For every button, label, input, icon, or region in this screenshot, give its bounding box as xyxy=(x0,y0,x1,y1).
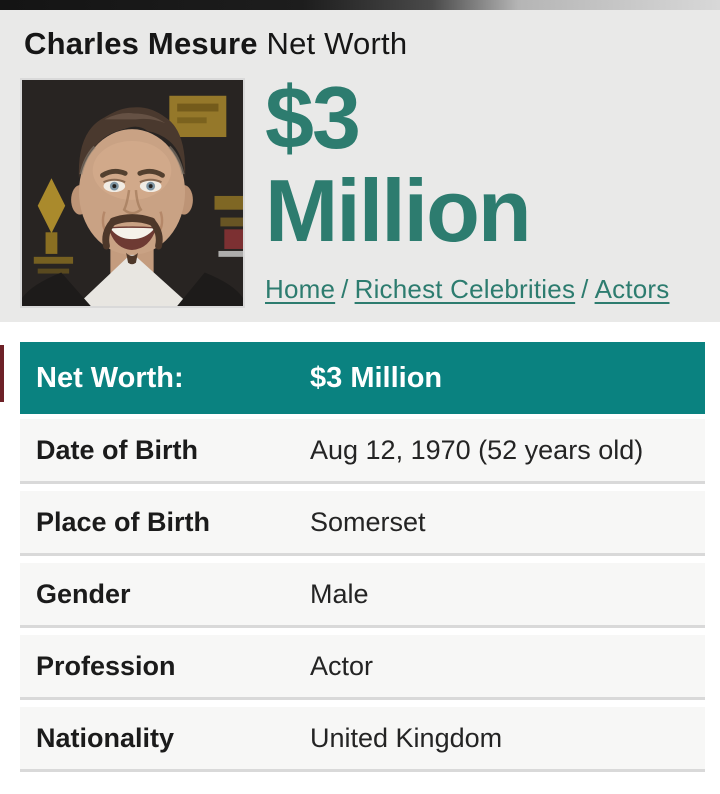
row-label: Date of Birth xyxy=(36,434,198,465)
row-value: Actor xyxy=(310,650,374,681)
table-row-gender: Gender Male xyxy=(20,563,705,628)
screen-edge-artifact xyxy=(0,345,4,402)
row-value: United Kingdom xyxy=(310,722,503,753)
row-value: Aug 12, 1970 (52 years old) xyxy=(310,434,644,465)
backdrop-logo-left xyxy=(33,178,74,274)
page-title-name: Charles Mesure xyxy=(24,26,258,61)
hero-section: Charles Mesure Net Worth xyxy=(0,10,720,322)
portrait-photo xyxy=(20,78,245,308)
row-value: Somerset xyxy=(310,506,426,537)
header-value: $3 Million xyxy=(310,361,443,394)
table-row-nationality: Nationality United Kingdom xyxy=(20,707,705,772)
row-label: Gender xyxy=(36,578,131,609)
backdrop-logo-top-right xyxy=(169,95,227,138)
table-header-row: Net Worth: $3 Million xyxy=(20,342,705,414)
breadcrumb-link-actors[interactable]: Actors xyxy=(594,274,670,304)
backdrop-logo-right xyxy=(214,195,243,257)
table-row-place-of-birth: Place of Birth Somerset xyxy=(20,491,705,556)
row-label: Place of Birth xyxy=(36,506,211,537)
header-label: Net Worth: xyxy=(36,361,184,394)
net-worth-amount-line2: Million xyxy=(265,161,532,260)
page-title: Charles Mesure Net Worth xyxy=(24,24,720,64)
row-label: Profession xyxy=(36,650,176,681)
breadcrumb-link-home[interactable]: Home xyxy=(265,274,336,304)
breadcrumb-link-richest-celebrities[interactable]: Richest Celebrities xyxy=(354,274,576,304)
table-row-profession: Profession Actor xyxy=(20,635,705,700)
net-worth-amount: $3 Million xyxy=(265,71,669,257)
table-row-date-of-birth: Date of Birth Aug 12, 1970 (52 years old… xyxy=(20,419,705,484)
info-table: Net Worth: $3 Million Date of Birth Aug … xyxy=(20,342,705,772)
row-value: Male xyxy=(310,578,369,609)
top-edge-strip xyxy=(0,0,720,10)
breadcrumb: Home / Richest Celebrities / Actors xyxy=(265,274,669,305)
page-title-suffix: Net Worth xyxy=(257,26,408,61)
breadcrumb-separator: / xyxy=(341,274,349,304)
hero-right-column: $3 Million Home / Richest Celebrities / Acto… xyxy=(265,71,669,305)
breadcrumb-separator: / xyxy=(581,274,589,304)
net-worth-amount-line1: $3 xyxy=(265,68,361,167)
row-label: Nationality xyxy=(36,722,175,753)
hero-body: $3 Million Home / Richest Celebrities / Acto… xyxy=(0,71,720,308)
